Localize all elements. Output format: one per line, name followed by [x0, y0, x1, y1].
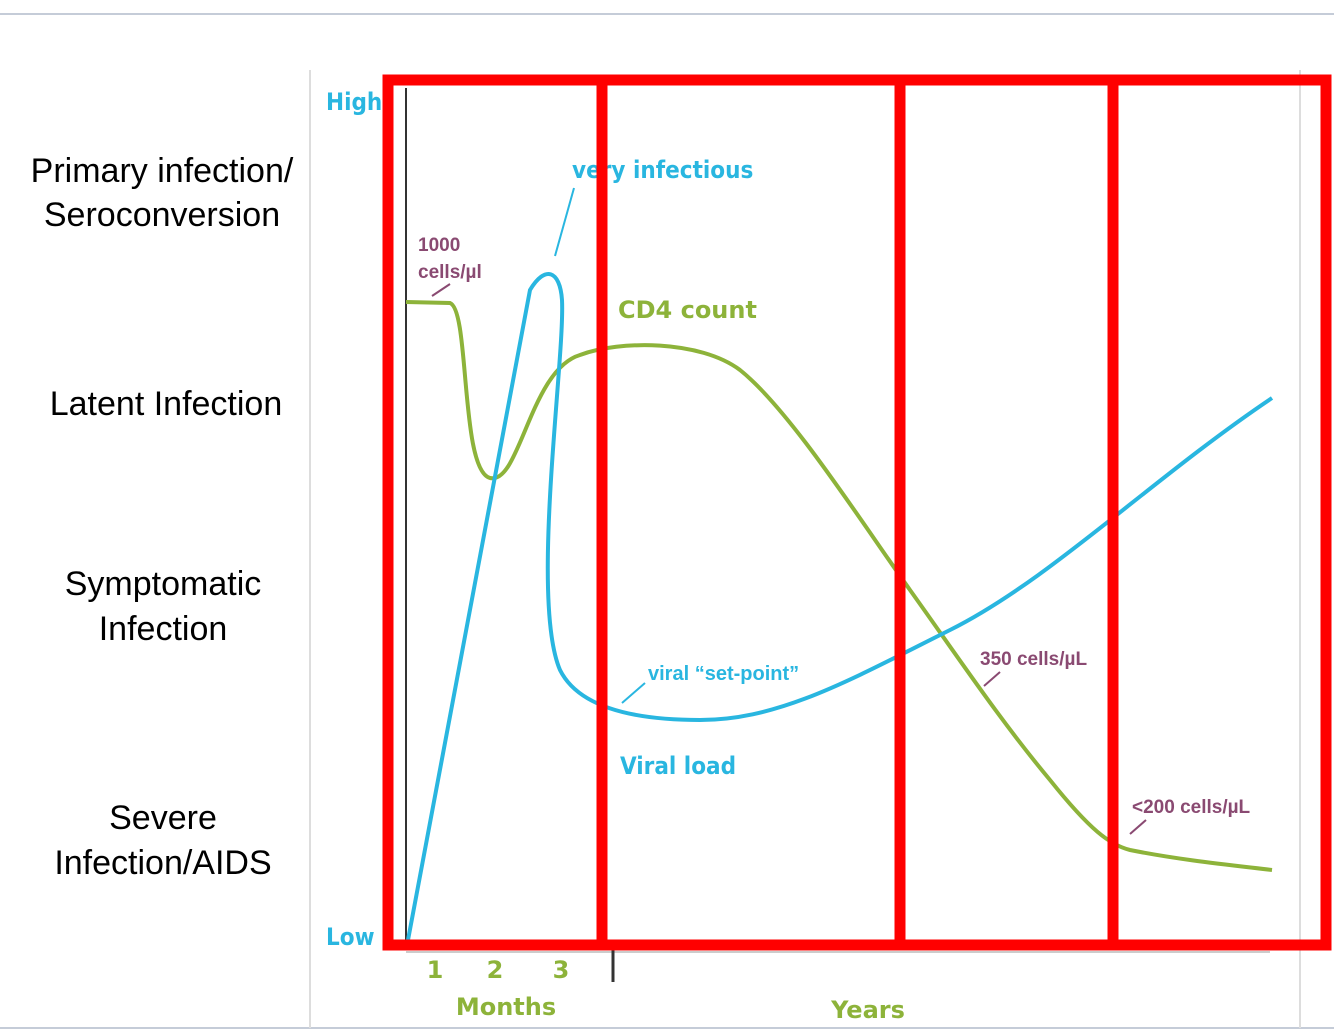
x-tick-label: 3 — [553, 956, 570, 984]
annotation: Viral load — [620, 752, 736, 780]
annotation: CD4 count — [618, 296, 757, 324]
axis-high: High — [326, 88, 382, 116]
stage-label: Severe Infection/AIDS — [54, 799, 271, 882]
stage-label: Latent Infection — [50, 385, 283, 423]
cd4-curve — [405, 300, 1273, 872]
annotation: viral “set-point” — [648, 663, 799, 685]
viral-curve — [406, 272, 1274, 941]
annotation: 1000 cells/µl — [418, 235, 482, 283]
annotation: 350 cells/µL — [980, 649, 1087, 670]
arrow — [1129, 819, 1147, 835]
axis-low: Low — [326, 923, 375, 951]
annotation: <200 cells/µL — [1132, 797, 1251, 818]
stage-label: Primary infection/Seroconversion — [31, 152, 294, 234]
stage-label: Symptomatic Infection — [65, 565, 262, 648]
highlight-box — [382, 74, 1332, 951]
arrow — [621, 682, 646, 704]
x-tick-label: 2 — [487, 956, 504, 984]
x-tick-label: 1 — [427, 956, 444, 984]
x-axis-label: Months — [456, 993, 556, 1021]
x-axis-label: Years — [830, 996, 905, 1024]
arrow — [554, 187, 575, 257]
arrow — [983, 671, 1001, 687]
arrow — [431, 283, 451, 297]
